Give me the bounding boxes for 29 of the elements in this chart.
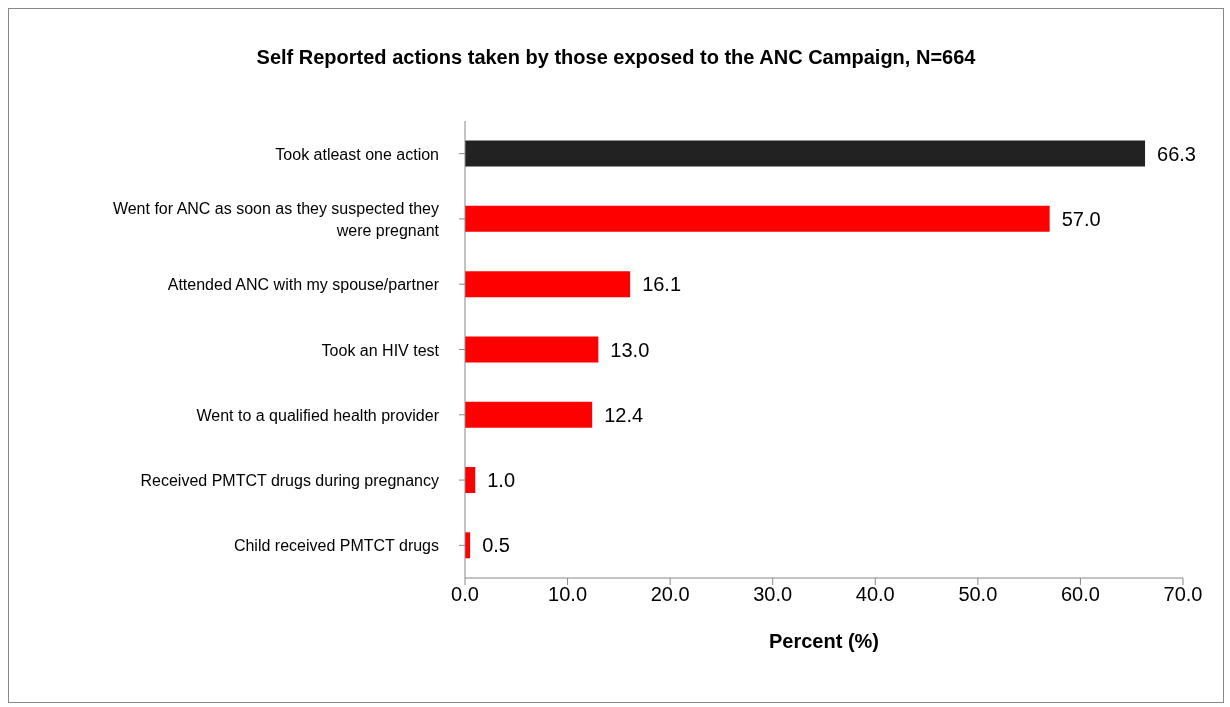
x-tick-label: 50.0 [958, 583, 998, 606]
data-label: 57.0 [1061, 207, 1101, 230]
y-tick-label: Took an HIV test [321, 341, 440, 358]
y-tick-label: Child received PMTCT drugs [233, 536, 439, 554]
x-tick-label: 10.0 [548, 583, 588, 606]
x-tick-label: 70.0 [1163, 583, 1203, 606]
x-tick-label: 60.0 [1060, 583, 1100, 606]
data-label: 66.3 [1157, 142, 1196, 165]
y-tick-label: Went to a qualified health provider [196, 406, 440, 424]
bar [465, 205, 1050, 232]
data-label: 16.1 [642, 273, 682, 296]
data-label: 1.0 [487, 469, 516, 492]
bar [465, 140, 1146, 167]
y-tick-label: Took atleast one action [275, 145, 439, 163]
data-label: 13.0 [610, 338, 650, 361]
x-tick-label: 30.0 [753, 583, 793, 606]
x-axis-title: Percent (%) [768, 630, 880, 652]
data-label: 0.5 [482, 534, 510, 557]
chart-title: Self Reported actions taken by those exposed to the ANC Campaign, N=664 [256, 46, 976, 69]
bar [465, 271, 631, 298]
x-tick-label: 20.0 [650, 583, 690, 606]
y-tick-label: Went for ANC as soon as they suspected they were pregnant [112, 199, 440, 239]
x-tick-label: 40.0 [855, 583, 895, 606]
bar [465, 336, 599, 363]
y-tick-label: Received PMTCT drugs during pregnancy [140, 471, 439, 489]
bar [465, 401, 593, 428]
data-label: 12.4 [604, 403, 644, 426]
y-tick-label: Attended ANC with my spouse/partner [167, 275, 440, 293]
x-tick-label: 0.0 [451, 583, 479, 606]
